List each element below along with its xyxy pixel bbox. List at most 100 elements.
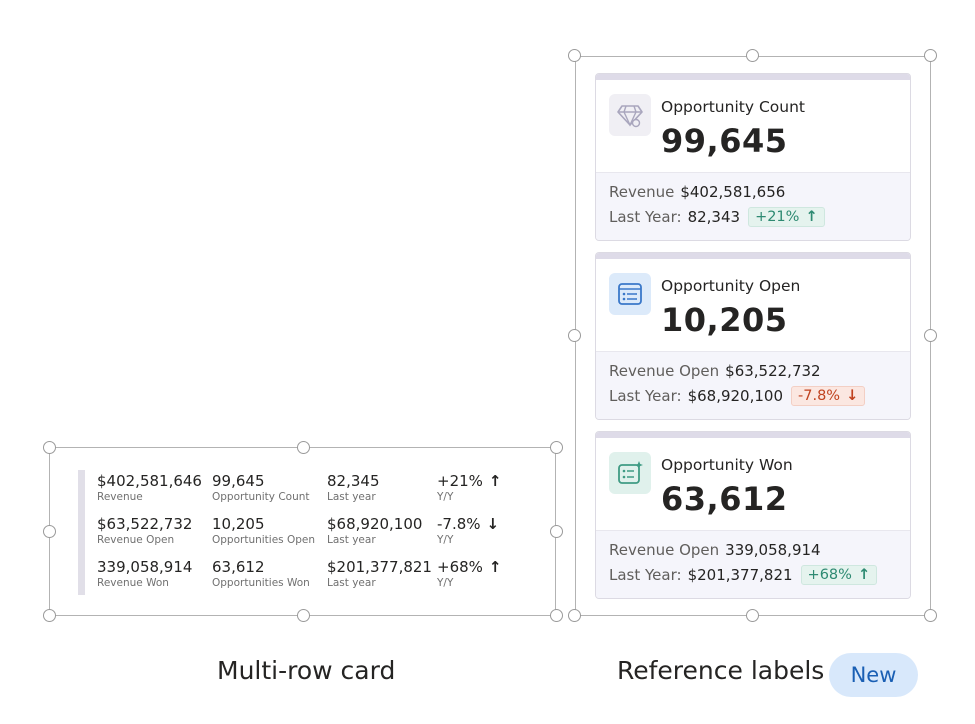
resize-handle-top-center[interactable]: [746, 49, 759, 62]
card-value: 99,645: [661, 122, 788, 160]
cell-value: 339,058,914: [97, 558, 193, 576]
card-header-strip: [596, 432, 910, 438]
resize-handle-top-right[interactable]: [924, 49, 937, 62]
cell-value: 82,345: [327, 472, 380, 490]
cell-label: Last year: [327, 577, 376, 589]
multi-row-cell: $201,377,821 Last year: [327, 558, 432, 590]
opportunity-won-card[interactable]: Opportunity Won 63,612 Revenue Open 339,…: [595, 431, 911, 599]
diamond-icon: [609, 94, 651, 136]
list-icon: [609, 273, 651, 315]
cell-label: Revenue Open: [97, 534, 175, 546]
card-header-strip: [596, 253, 910, 259]
multi-row-cell: 99,645 Opportunity Count: [212, 472, 310, 504]
cell-value: $201,377,821: [327, 558, 432, 576]
multi-row-cell: -7.8% ↓ Y/Y: [437, 515, 499, 547]
cell-value: $63,522,732: [97, 515, 193, 533]
arrow-up-icon: ↑: [488, 472, 502, 490]
resize-handle-middle-left[interactable]: [568, 329, 581, 342]
resize-handle-top-left[interactable]: [568, 49, 581, 62]
trend-badge-value: +68%: [807, 567, 852, 583]
card-header-strip: [596, 74, 910, 80]
reference-label-name: Revenue: [609, 183, 675, 201]
cell-label: Y/Y: [437, 491, 454, 503]
sparkle-list-icon: [609, 452, 651, 494]
cell-label: Last year: [327, 491, 376, 503]
resize-handle-top-left[interactable]: [43, 441, 56, 454]
trend-badge-value: +21%: [755, 209, 800, 225]
cell-value: +21%: [437, 472, 483, 490]
resize-handle-bottom-left[interactable]: [43, 609, 56, 622]
cell-label: Y/Y: [437, 577, 454, 589]
cell-value: $402,581,646: [97, 472, 202, 490]
multi-row-cell: 82,345 Last year: [327, 472, 380, 504]
multi-row-cell: $402,581,646 Revenue: [97, 472, 202, 504]
resize-handle-bottom-left[interactable]: [568, 609, 581, 622]
multi-row-cell: 339,058,914 Revenue Won: [97, 558, 192, 590]
reference-label-name: Last Year:: [609, 208, 682, 226]
arrow-up-icon: ↑: [805, 209, 818, 225]
reference-label-value: 339,058,914: [725, 541, 821, 559]
multi-row-card-caption: Multi-row card: [217, 656, 396, 685]
reference-labels-area: Revenue Open 339,058,914 Last Year: $201…: [596, 530, 910, 598]
reference-label-row: Revenue Open 339,058,914: [609, 541, 821, 559]
cell-value: $68,920,100: [327, 515, 423, 533]
multi-row-cell: 10,205 Opportunities Open: [212, 515, 315, 547]
reference-labels-area: Revenue Open $63,522,732 Last Year: $68,…: [596, 351, 910, 419]
new-badge: New: [829, 653, 918, 697]
arrow-down-icon: ↓: [486, 515, 500, 533]
resize-handle-middle-left[interactable]: [43, 525, 56, 538]
resize-handle-bottom-center[interactable]: [746, 609, 759, 622]
multi-row-cell: +68% ↑ Y/Y: [437, 558, 502, 590]
card-title: Opportunity Count: [661, 98, 805, 116]
arrow-down-icon: ↓: [846, 388, 859, 404]
trend-badge-value: -7.8%: [798, 388, 841, 404]
reference-label-row: Revenue Open $63,522,732: [609, 362, 821, 380]
arrow-up-icon: ↑: [857, 567, 871, 583]
cell-value: -7.8%: [437, 515, 481, 533]
opportunity-open-card[interactable]: Opportunity Open 10,205 Revenue Open $63…: [595, 252, 911, 420]
reference-label-value: 82,343: [687, 208, 741, 226]
reference-labels-area: Revenue $402,581,656 Last Year: 82,343 +…: [596, 172, 910, 240]
arrow-up-icon: ↑: [488, 558, 502, 576]
resize-handle-middle-right[interactable]: [924, 329, 937, 342]
reference-label-name: Revenue Open: [609, 362, 720, 380]
row-accent-bar: [78, 470, 85, 595]
resize-handle-middle-right[interactable]: [550, 525, 563, 538]
multi-row-cell: $68,920,100 Last year: [327, 515, 422, 547]
cell-label: Y/Y: [437, 534, 454, 546]
resize-handle-bottom-right[interactable]: [550, 609, 563, 622]
reference-label-value: $63,522,732: [725, 362, 821, 380]
resize-handle-bottom-right[interactable]: [924, 609, 937, 622]
card-value: 63,612: [661, 480, 788, 518]
reference-label-row: Last Year: $201,377,821 +68% ↑: [609, 565, 878, 585]
trend-badge: -7.8% ↓: [791, 386, 866, 406]
card-title: Opportunity Open: [661, 277, 801, 295]
cell-value: 99,645: [212, 472, 265, 490]
resize-handle-top-center[interactable]: [297, 441, 310, 454]
cell-value: 63,612: [212, 558, 265, 576]
cell-label: Opportunities Won: [212, 577, 310, 589]
resize-handle-top-right[interactable]: [550, 441, 563, 454]
multi-row-cell: $63,522,732 Revenue Open: [97, 515, 192, 547]
resize-handle-bottom-center[interactable]: [297, 609, 310, 622]
card-value: 10,205: [661, 301, 788, 339]
reference-label-row: Revenue $402,581,656: [609, 183, 785, 201]
cell-label: Revenue: [97, 491, 143, 503]
reference-label-name: Last Year:: [609, 566, 682, 584]
cell-value: +68%: [437, 558, 483, 576]
cell-label: Opportunity Count: [212, 491, 310, 503]
reference-label-value: $402,581,656: [680, 183, 786, 201]
reference-label-row: Last Year: 82,343 +21% ↑: [609, 207, 825, 227]
reference-label-name: Revenue Open: [609, 541, 720, 559]
opportunity-count-card[interactable]: Opportunity Count 99,645 Revenue $402,58…: [595, 73, 911, 241]
reference-label-value: $201,377,821: [687, 566, 793, 584]
multi-row-cell: +21% ↑ Y/Y: [437, 472, 502, 504]
reference-label-row: Last Year: $68,920,100 -7.8% ↓: [609, 386, 866, 406]
cell-label: Opportunities Open: [212, 534, 316, 546]
reference-label-name: Last Year:: [609, 387, 682, 405]
card-title: Opportunity Won: [661, 456, 793, 474]
trend-badge: +21% ↑: [748, 207, 825, 227]
reference-labels-caption: Reference labels: [617, 656, 825, 685]
cell-label: Revenue Won: [97, 577, 169, 589]
trend-badge: +68% ↑: [800, 565, 878, 585]
